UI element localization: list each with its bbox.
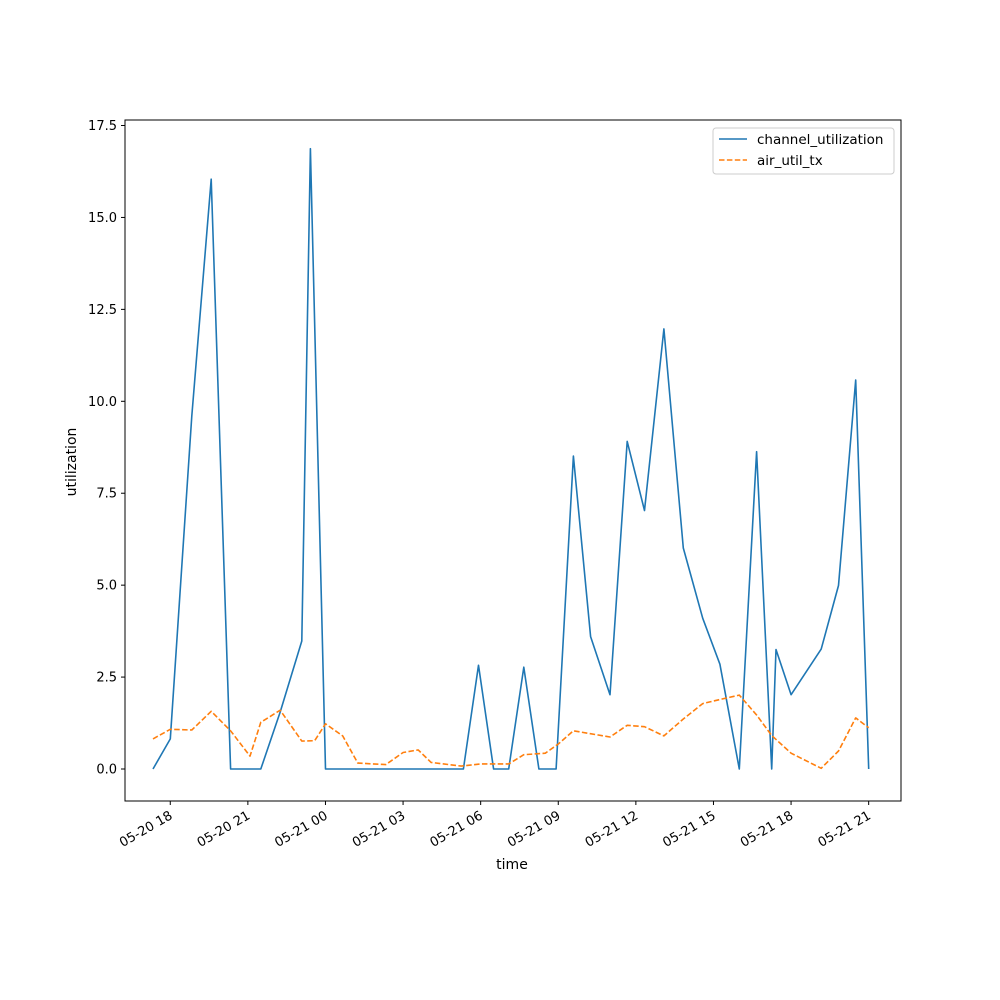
legend-box [712, 127, 895, 175]
series-layer [152, 147, 870, 770]
y-tick-label: 2.5 [96, 671, 117, 686]
y-tick-label: 5.0 [96, 579, 117, 594]
y-axis: 0.0 2.5 5.0 7.5 10.0 12.5 15.0 17.5 [88, 119, 125, 778]
x-tick-label: 05-21 18 [738, 808, 796, 850]
y-tick-label: 15.0 [88, 211, 117, 226]
x-tick-label: 05-20 18 [117, 808, 175, 850]
x-axis-label: time [496, 857, 528, 873]
x-tick-label: 05-21 15 [660, 808, 718, 850]
x-tick-label: 05-21 09 [505, 808, 563, 850]
y-tick-label: 12.5 [88, 303, 117, 318]
x-tick-label: 05-20 21 [195, 808, 253, 850]
legend-label-channel-utilization: channel_utilization [757, 132, 884, 148]
x-tick-label: 05-21 06 [428, 808, 486, 850]
y-tick-label: 0.0 [96, 763, 117, 778]
x-tick-label: 05-21 03 [350, 808, 408, 850]
series-line-air-util-tx [152, 694, 870, 770]
x-tick-label: 05-21 12 [583, 808, 641, 850]
x-tick-label: 05-21 21 [816, 808, 874, 850]
y-tick-label: 17.5 [88, 119, 117, 134]
plot-frame [124, 119, 902, 802]
x-axis: 05-20 18 05-20 21 05-21 00 05-21 03 05-21 06… [117, 801, 874, 851]
y-axis-label: utilization [64, 428, 80, 497]
legend: channel_utilization air_util_tx [712, 127, 895, 175]
plot-area [125, 120, 901, 801]
series-line-channel-utilization [152, 147, 870, 770]
x-tick-label: 05-21 00 [272, 808, 330, 850]
legend-label-air-util-tx: air_util_tx [757, 153, 823, 169]
y-tick-label: 10.0 [88, 395, 117, 410]
y-tick-label: 7.5 [96, 487, 117, 502]
